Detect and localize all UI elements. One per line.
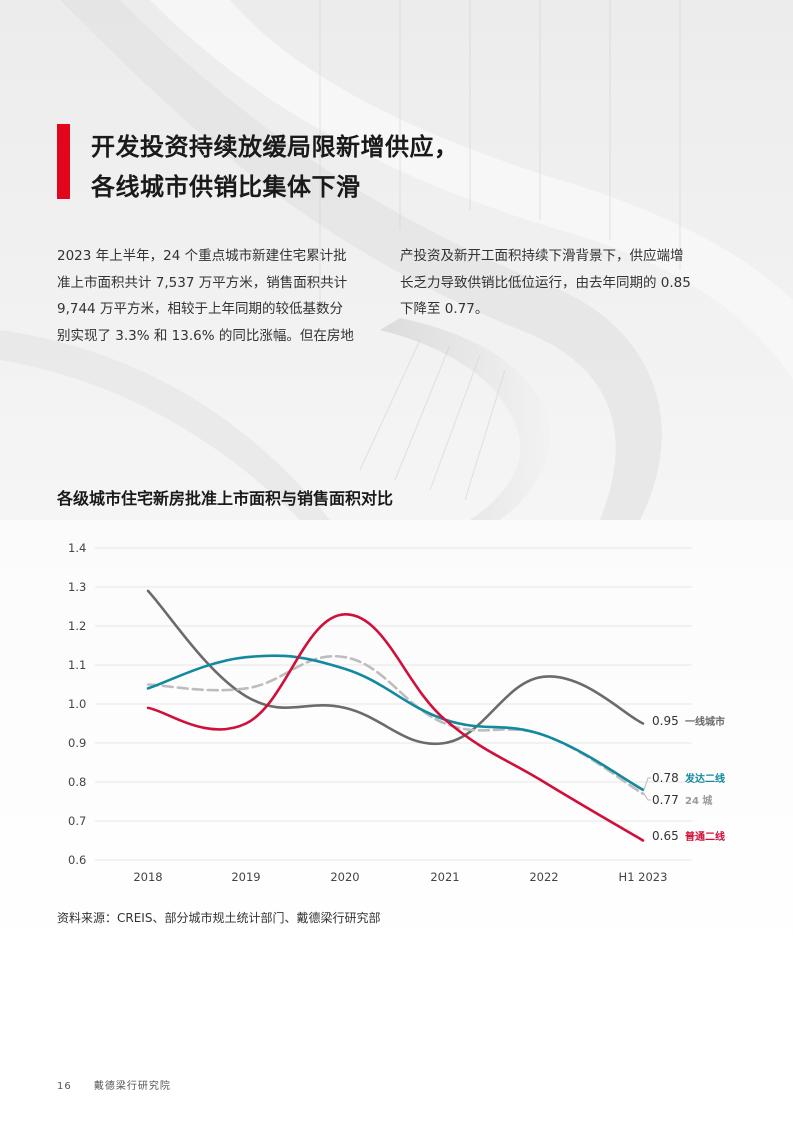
series-name-label: 发达二线 — [684, 772, 725, 785]
x-tick-label: 2018 — [133, 870, 162, 884]
y-tick-label: 1.2 — [68, 619, 86, 633]
y-tick-label: 0.7 — [68, 814, 86, 828]
chart-title: 各级城市住宅新房批准上市面积与销售面积对比 — [57, 489, 394, 508]
body-line: 下降至 0.77。 — [400, 301, 489, 317]
y-tick-label: 0.9 — [68, 736, 86, 750]
architecture-background-image — [0, 0, 793, 1000]
y-tick-label: 0.8 — [68, 775, 86, 789]
series-end-value: 0.65 — [652, 829, 679, 843]
chart-gridlines — [95, 547, 692, 861]
y-tick-label: 1.0 — [68, 697, 86, 711]
series-line — [146, 654, 645, 792]
x-tick-label: 2021 — [430, 870, 459, 884]
page-title-line-2: 各线城市供销比集体下滑 — [91, 173, 361, 201]
series-name-label: 普通二线 — [685, 830, 725, 843]
chart-axes: 1.4 1.3 1.2 1.1 1.0 0.9 0.8 0.7 0.6 2018 2019 2020 2… — [68, 541, 667, 884]
series-line — [146, 589, 645, 746]
body-line: 2023 年上半年，24 个重点城市新建住宅累计批 — [57, 248, 347, 264]
page-title-line-1: 开发投资持续放缓局限新增供应， — [91, 133, 459, 161]
body-text-right-column: 产投资及新开工面积持续下滑背景下，供应端增 长乏力导致供销比低位运行，由去年同期… — [400, 243, 730, 323]
body-line: 别实现了 3.3% 和 13.6% 的同比涨幅。但在房地 — [57, 327, 354, 344]
y-tick-label: 0.6 — [68, 853, 86, 867]
series-line — [146, 612, 645, 842]
body-line: 9,744 万平方米，相较于上年同期的较低基数分 — [57, 301, 343, 317]
x-tick-label: 2022 — [529, 870, 558, 884]
x-tick-label: H1 2023 — [619, 870, 668, 884]
x-tick-label: 2020 — [330, 870, 359, 884]
title-accent-bar — [57, 124, 70, 199]
body-line: 准上市面积共计 7,537 万平方米，销售面积共计 — [57, 274, 348, 291]
series-end-value: 0.95 — [652, 714, 679, 728]
y-tick-label: 1.3 — [68, 580, 86, 594]
body-line: 产投资及新开工面积持续下滑背景下，供应端增 — [400, 248, 684, 264]
chart-series — [146, 589, 645, 842]
label-leader-line — [643, 777, 651, 790]
y-tick-label: 1.1 — [68, 658, 86, 672]
series-end-value: 0.77 — [652, 793, 679, 807]
body-text-left-column: 2023 年上半年，24 个重点城市新建住宅累计批 准上市面积共计 7,537 … — [57, 243, 382, 349]
footer-org-name: 戴德梁行研究院 — [93, 1081, 171, 1092]
label-leader-line — [643, 793, 651, 801]
series-end-value: 0.78 — [652, 771, 679, 785]
series-name-label: 一线城市 — [685, 715, 725, 728]
y-tick-label: 1.4 — [68, 541, 86, 555]
x-tick-label: 2019 — [231, 870, 260, 884]
chart-end-labels: 0.95 一线城市 0.78 发达二线 0.77 24 城 0.65 普通二线 — [643, 714, 725, 843]
source-note: 资料来源：CREIS、部分城市规土统计部门、戴德梁行研究部 — [57, 911, 381, 925]
series-name-label: 24 城 — [685, 794, 712, 807]
page-number: 16 — [57, 1081, 72, 1092]
body-line: 长乏力导致供销比低位运行，由去年同期的 0.85 — [400, 274, 691, 291]
page-footer: 16 戴德梁行研究院 — [57, 1077, 171, 1092]
